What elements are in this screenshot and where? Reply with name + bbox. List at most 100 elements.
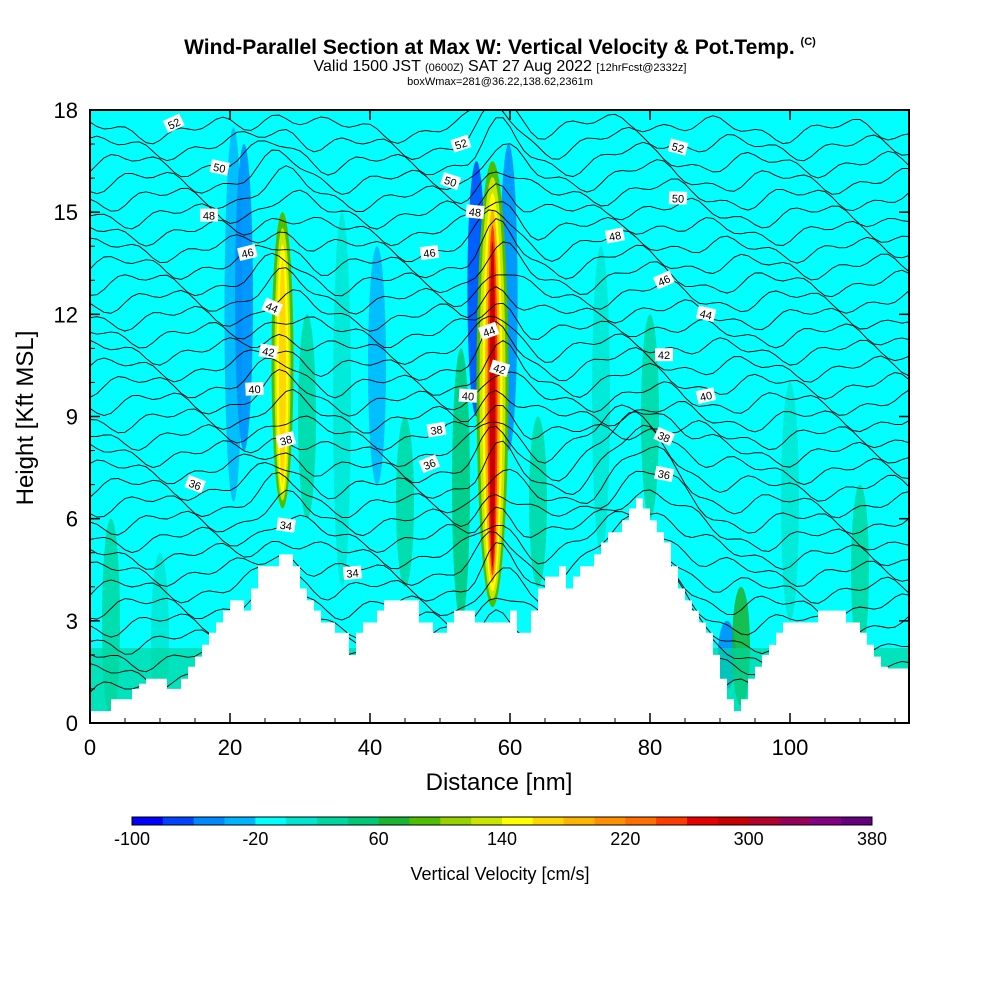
contour-label: 48 (199, 208, 219, 223)
contour-label: 52 (667, 138, 689, 156)
field-band (298, 314, 316, 519)
contour-label-text: 44 (698, 308, 713, 322)
contour-label: 52 (162, 113, 185, 133)
updraft-core (279, 260, 286, 485)
colorbar-swatch (532, 817, 565, 825)
colorbar-swatch (779, 817, 811, 825)
contour-label: 34 (342, 565, 362, 581)
contour-label-text: 34 (346, 568, 359, 581)
contour-label-text: 40 (461, 391, 474, 404)
colorbar-label: Vertical Velocity [cm/s] (410, 864, 590, 884)
chart-title: Wind-Parallel Section at Max W: Vertical… (0, 36, 1000, 60)
theta-contour (90, 404, 909, 468)
colorbar-swatch (255, 817, 287, 825)
y-tick-label: 18 (54, 98, 78, 123)
y-tick-label: 9 (66, 405, 78, 430)
field-band (592, 246, 610, 553)
field-band (641, 314, 659, 519)
x-tick-label: 0 (84, 735, 96, 760)
contour-label: 42 (489, 359, 511, 377)
contour-label: 40 (695, 387, 717, 404)
colorbar-swatch (841, 817, 873, 825)
theta-contour (90, 302, 909, 349)
contour-label: 52 (450, 134, 472, 153)
theta-contour (90, 470, 909, 537)
contour-label: 42 (258, 343, 279, 360)
colorbar-swatch (162, 817, 195, 825)
colorbar-swatch (132, 817, 164, 825)
theta-contour (90, 320, 909, 383)
contour-label: 46 (419, 244, 440, 261)
contour-label: 44 (261, 297, 284, 317)
contour-label-text: 52 (454, 137, 469, 152)
field-band (396, 416, 414, 587)
theta-contour (90, 489, 909, 554)
theta-contour (90, 546, 909, 621)
x-tick-label: 100 (772, 735, 809, 760)
colorbar-tick-label: 300 (734, 829, 764, 849)
terrain (90, 498, 909, 723)
theta-contour (90, 209, 909, 264)
colorbar-tick-label: 60 (369, 829, 389, 849)
valid-time-text: Valid 1500 JST (313, 58, 421, 75)
contour-label: 36 (654, 465, 675, 482)
contour-label-text: 38 (430, 424, 444, 438)
contour-label-text: 46 (240, 247, 255, 262)
contour-label: 36 (418, 454, 441, 474)
theta-contour (90, 267, 909, 315)
theta-contour (90, 445, 909, 519)
contour-label: 34 (276, 517, 296, 533)
contour-label-text: 44 (482, 325, 498, 340)
theta-contour (90, 526, 909, 604)
theta-contour (90, 241, 909, 298)
contour-label-text: 52 (166, 116, 182, 132)
contour-label-text: 40 (248, 384, 261, 397)
field-band (851, 484, 869, 655)
field-band (529, 416, 547, 587)
colorbar-tick-label: -20 (242, 829, 268, 849)
colorbar-tick-label: 380 (857, 829, 887, 849)
contour-label: 50 (440, 171, 462, 190)
x-tick-label: 80 (638, 735, 662, 760)
colorbar-swatch (409, 817, 441, 825)
y-tick-label: 0 (66, 711, 78, 736)
colorbar-swatch (193, 817, 225, 825)
chart-title-text: Wind-Parallel Section at Max W: Vertical… (184, 36, 795, 59)
contour-label: 44 (695, 305, 717, 322)
theta-contour (90, 218, 909, 281)
theta-contour (90, 286, 909, 332)
colorbar-swatch (656, 817, 688, 825)
theta-contour (90, 315, 909, 366)
colorbar-swatch (748, 817, 780, 825)
valid-utc-text: (0600Z) (425, 62, 464, 74)
colorbar-swatch (594, 817, 626, 825)
contour-label: 36 (184, 474, 206, 494)
contour-label-text: 46 (656, 273, 672, 289)
contour-label: 38 (275, 431, 297, 449)
contour-label-text: 48 (468, 207, 481, 220)
x-tick-label: 40 (358, 735, 382, 760)
contour-label: 46 (237, 244, 258, 262)
colorbar-tick-label: 220 (610, 829, 640, 849)
theta-contour (90, 201, 909, 247)
theta-contour (90, 110, 909, 145)
contour-label: 48 (465, 204, 485, 220)
theta-contour (90, 515, 909, 587)
theta-contour (90, 389, 909, 434)
y-tick-label: 15 (54, 200, 78, 225)
colorbar-swatch (717, 817, 750, 825)
y-tick-label: 12 (54, 302, 78, 327)
field-band (333, 212, 351, 587)
colorbar-swatch (347, 817, 380, 825)
colorbar-swatch (378, 817, 410, 825)
contour-label-text: 50 (212, 162, 226, 176)
theta-contour (90, 404, 909, 451)
x-axis-label: Distance [nm] (426, 769, 573, 796)
colorbar-swatch (317, 817, 349, 825)
contour-label-text: 36 (422, 457, 438, 473)
colorbar-swatch (286, 817, 318, 825)
colorbar: -100 -20 60 140 220 300 380 (114, 816, 887, 849)
colorbar-tick-label: 140 (487, 829, 517, 849)
colorbar-swatch (810, 817, 842, 825)
